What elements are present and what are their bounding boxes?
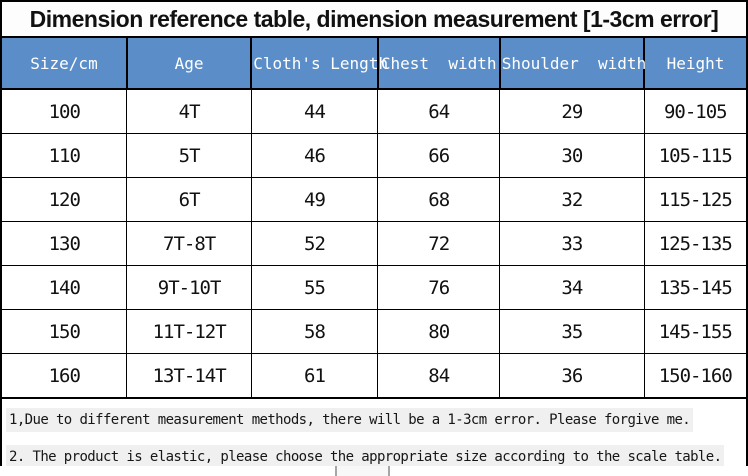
- bottom-strip: [0, 466, 748, 476]
- table-row: 130 7T-8T 52 72 33 125-135: [2, 221, 746, 266]
- cell-length: 61: [250, 353, 379, 399]
- cell-age: 11T-12T: [126, 309, 252, 354]
- cell-length: 52: [250, 221, 379, 266]
- cropped-next-table-fragment: [335, 466, 390, 476]
- cell-shoulder: 36: [499, 353, 645, 399]
- table-row: 100 4T 44 64 29 90-105: [2, 88, 746, 134]
- cell-shoulder: 33: [499, 221, 645, 266]
- table-row: 140 9T-10T 55 76 34 135-145: [2, 265, 746, 310]
- table-row: 110 5T 46 66 30 105-115: [2, 133, 746, 178]
- title-bar: Dimension reference table, dimension mea…: [2, 2, 746, 38]
- footnote-1-text: 1,Due to different measurement methods, …: [6, 408, 694, 432]
- cell-chest: 68: [377, 177, 501, 222]
- size-table-header: Size/cm Age Cloth's Length Chest width S…: [2, 38, 746, 90]
- cell-age: 13T-14T: [126, 353, 252, 399]
- cell-shoulder: 29: [499, 88, 645, 134]
- size-table: Size/cm Age Cloth's Length Chest width S…: [2, 38, 746, 399]
- cell-length: 58: [250, 309, 379, 354]
- cell-chest: 72: [377, 221, 501, 266]
- cell-height: 105-115: [643, 133, 746, 178]
- cell-length: 46: [250, 133, 379, 178]
- cell-size: 150: [2, 309, 128, 354]
- cell-size: 140: [2, 265, 128, 310]
- size-table-body: 100 4T 44 64 29 90-105 110 5T 46 66 30 1…: [2, 88, 746, 399]
- cell-length: 49: [250, 177, 379, 222]
- cell-age: 5T: [126, 133, 252, 178]
- footnotes: 1,Due to different measurement methods, …: [2, 399, 746, 476]
- cell-height: 115-125: [643, 177, 746, 222]
- cell-chest: 80: [377, 309, 501, 354]
- col-header-shoulder: Shoulder width: [498, 38, 646, 90]
- cell-size: 110: [2, 133, 128, 178]
- cell-chest: 64: [377, 88, 501, 134]
- table-row: 150 11T-12T 58 80 35 145-155: [2, 309, 746, 354]
- cell-height: 90-105: [643, 88, 746, 134]
- col-header-age: Age: [125, 38, 253, 90]
- col-header-chest: Chest width: [376, 38, 501, 90]
- cell-chest: 84: [377, 353, 501, 399]
- footnote-2-text: 2. The product is elastic, please choose…: [6, 445, 725, 469]
- cell-size: 100: [2, 88, 128, 134]
- cell-shoulder: 35: [499, 309, 645, 354]
- cell-age: 7T-8T: [126, 221, 252, 266]
- cell-shoulder: 34: [499, 265, 645, 310]
- cell-height: 135-145: [643, 265, 746, 310]
- cell-shoulder: 32: [499, 177, 645, 222]
- cell-size: 160: [2, 353, 128, 399]
- cell-length: 44: [250, 88, 379, 134]
- cell-length: 55: [250, 265, 379, 310]
- table-row: 160 13T-14T 61 84 36 150-160: [2, 353, 746, 399]
- cell-chest: 76: [377, 265, 501, 310]
- cell-chest: 66: [377, 133, 501, 178]
- cell-height: 125-135: [643, 221, 746, 266]
- footnote-2: 2. The product is elastic, please choose…: [6, 445, 742, 469]
- col-header-length: Cloth's Length: [250, 38, 388, 90]
- cell-height: 145-155: [643, 309, 746, 354]
- col-header-height: Height: [643, 38, 746, 90]
- cell-age: 9T-10T: [126, 265, 252, 310]
- cell-age: 6T: [126, 177, 252, 222]
- footnote-1: 1,Due to different measurement methods, …: [6, 408, 742, 432]
- cell-size: 120: [2, 177, 128, 222]
- cell-shoulder: 30: [499, 133, 645, 178]
- col-header-size: Size/cm: [2, 38, 128, 90]
- cell-size: 130: [2, 221, 128, 266]
- cell-age: 4T: [126, 88, 252, 134]
- page-title: Dimension reference table, dimension mea…: [29, 5, 719, 32]
- header-row: Size/cm Age Cloth's Length Chest width S…: [2, 38, 746, 90]
- cell-height: 150-160: [643, 353, 746, 399]
- table-row: 120 6T 49 68 32 115-125: [2, 177, 746, 222]
